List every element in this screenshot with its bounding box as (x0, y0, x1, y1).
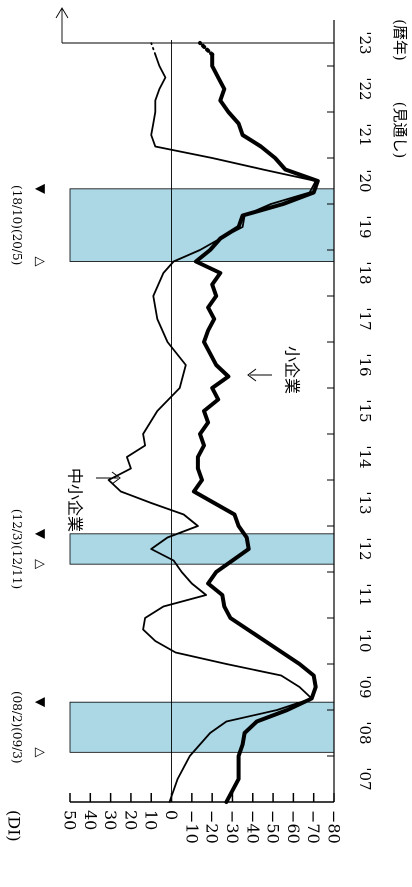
forecast-arrow-head (55, 7, 69, 19)
value-tick-label--20: −20 (203, 810, 222, 844)
time-tick-label-'17: '17 (356, 307, 374, 330)
value-tick-label-10: 10 (142, 810, 161, 830)
recession-peak-marker-1: △ (33, 747, 48, 757)
time-tick-label-'12: '12 (356, 537, 374, 560)
series-label-2-arrow-head (247, 368, 257, 382)
time-tick-label-'14: '14 (356, 445, 374, 468)
recession-trough-marker-1: ▼ (33, 697, 48, 707)
series-label-1-arrow-head (111, 471, 121, 485)
recession-peak-marker-2: △ (33, 559, 48, 569)
value-tick-label--30: −30 (223, 810, 242, 844)
time-tick-label-'11: '11 (356, 583, 374, 606)
value-tick-label-30: 30 (101, 810, 120, 830)
recession-date-label-1: (08/2)(09/3) (10, 691, 24, 764)
series-label-2: 小企業 (283, 346, 302, 394)
time-tick-label-'15: '15 (356, 399, 374, 422)
recession-band-1 (69, 701, 335, 753)
value-tick-label-20: 20 (121, 810, 140, 830)
value-tick-label--70: −70 (304, 810, 323, 844)
series-label-1: 中小企業 (66, 468, 85, 532)
series-forecast-2 (198, 41, 215, 57)
forecast-label: (見通し) (391, 102, 409, 159)
time-tick-label-'07: '07 (356, 767, 374, 790)
value-tick-label--60: −60 (284, 810, 303, 844)
value-tick-label-50: 50 (61, 810, 80, 830)
value-tick-label--80: −80 (325, 810, 344, 844)
time-tick-label-'22: '22 (356, 77, 374, 100)
time-tick-label-'13: '13 (356, 491, 374, 514)
recession-trough-marker-2: ▼ (33, 529, 48, 539)
series-line-1 (107, 53, 317, 803)
series-line-2 (191, 52, 320, 804)
time-tick-label-'09: '09 (356, 675, 374, 698)
value-tick-label--50: −50 (264, 810, 283, 844)
recession-date-label-2: (12/3)(12/11) (10, 509, 24, 589)
recession-peak-marker-3: △ (33, 257, 48, 267)
time-tick-label-'10: '10 (356, 629, 374, 652)
time-tick-label-'18: '18 (356, 261, 374, 284)
time-tick-label-'19: '19 (356, 215, 374, 238)
time-tick-label-'20: '20 (356, 169, 374, 192)
value-tick-label--10: −10 (182, 810, 201, 844)
recession-band-2 (69, 533, 335, 565)
time-tick-label-'21: '21 (356, 123, 374, 146)
value-axis-label: (DI) (5, 810, 24, 842)
time-tick-label-'16: '16 (356, 353, 374, 376)
value-tick-label-0: 0 (162, 810, 181, 820)
value-tick-label-40: 40 (81, 810, 100, 830)
recession-trough-marker-3: ▼ (33, 184, 48, 194)
time-axis-label: (暦年) (391, 19, 409, 61)
time-tick-label-'23: '23 (356, 31, 374, 54)
series-forecast-1 (150, 42, 157, 56)
value-tick-label--40: −40 (243, 810, 262, 844)
recession-date-label-3: (18/10)(20/5) (10, 185, 24, 265)
time-tick-label-'08: '08 (356, 721, 374, 744)
